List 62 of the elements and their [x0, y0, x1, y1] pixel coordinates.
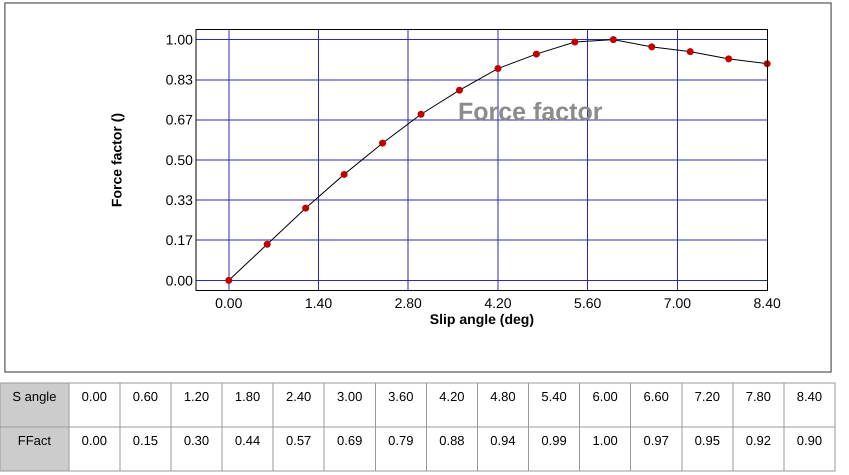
- y-axis-title: Force factor (): [108, 112, 124, 208]
- point: [456, 86, 463, 94]
- point: [379, 140, 386, 147]
- x-axis-title: Slip angle (deg): [430, 310, 534, 327]
- x-tick-label: 5.60: [574, 294, 602, 311]
- point: [686, 48, 694, 56]
- text: 0.00: [82, 388, 107, 404]
- text: 4.20: [439, 388, 465, 404]
- x-tick-label: 8.40: [754, 294, 781, 311]
- x-tick-label: 0.00: [215, 294, 243, 311]
- x-tick-label: 2.80: [394, 294, 422, 311]
- point: [340, 170, 348, 178]
- text: 0.94: [490, 432, 516, 448]
- y-tick-label: 0.17: [166, 232, 194, 248]
- text: 0.44: [234, 432, 260, 448]
- text: 3.60: [388, 388, 414, 404]
- text: 0.15: [132, 432, 158, 448]
- text: 5.40: [541, 388, 567, 404]
- text: 6.00: [592, 388, 618, 404]
- point: [725, 55, 732, 62]
- y-tick-label: 0.83: [166, 72, 194, 88]
- text: 0.60: [132, 388, 158, 404]
- text: 0.30: [184, 432, 210, 448]
- text: 7.20: [694, 388, 720, 404]
- text: 4.80: [490, 388, 516, 404]
- point: [494, 65, 502, 72]
- point: [648, 43, 656, 50]
- x-tick-label: 1.40: [304, 294, 332, 311]
- text: 3.00: [337, 388, 362, 404]
- text: 0.00: [82, 432, 107, 448]
- text: 2.40: [286, 388, 312, 404]
- text: 1.80: [234, 388, 260, 404]
- y-tick-label: 1.00: [166, 32, 194, 48]
- point: [302, 204, 310, 212]
- text: 0.88: [439, 432, 465, 448]
- text: S angle: [12, 388, 56, 404]
- point: [571, 38, 578, 46]
- text: FFact: [18, 432, 52, 448]
- y-tick-label: 0.33: [166, 192, 194, 208]
- text: 0.79: [388, 432, 414, 448]
- x-tick-label: 4.20: [484, 294, 512, 311]
- y-tick-label: 0.67: [166, 112, 194, 128]
- text: 0.57: [286, 432, 312, 448]
- point: [418, 110, 425, 118]
- text: 6.60: [644, 388, 669, 404]
- text: 0.95: [694, 432, 720, 448]
- y-tick-label: 0.00: [166, 272, 194, 288]
- point: [532, 50, 540, 58]
- text: 0.92: [746, 432, 772, 448]
- text: 1.00: [592, 432, 618, 448]
- text: 1.20: [184, 388, 210, 404]
- text: 8.40: [796, 388, 822, 404]
- text: 0.90: [796, 432, 822, 448]
- text: 0.69: [337, 432, 362, 448]
- x-tick-label: 7.00: [664, 294, 692, 311]
- y-tick-label: 0.50: [166, 152, 194, 168]
- point: [264, 240, 271, 248]
- point: [225, 276, 232, 284]
- text: 0.97: [644, 432, 669, 448]
- text: 7.80: [746, 388, 772, 404]
- text: 0.99: [541, 432, 567, 448]
- point: [610, 36, 617, 44]
